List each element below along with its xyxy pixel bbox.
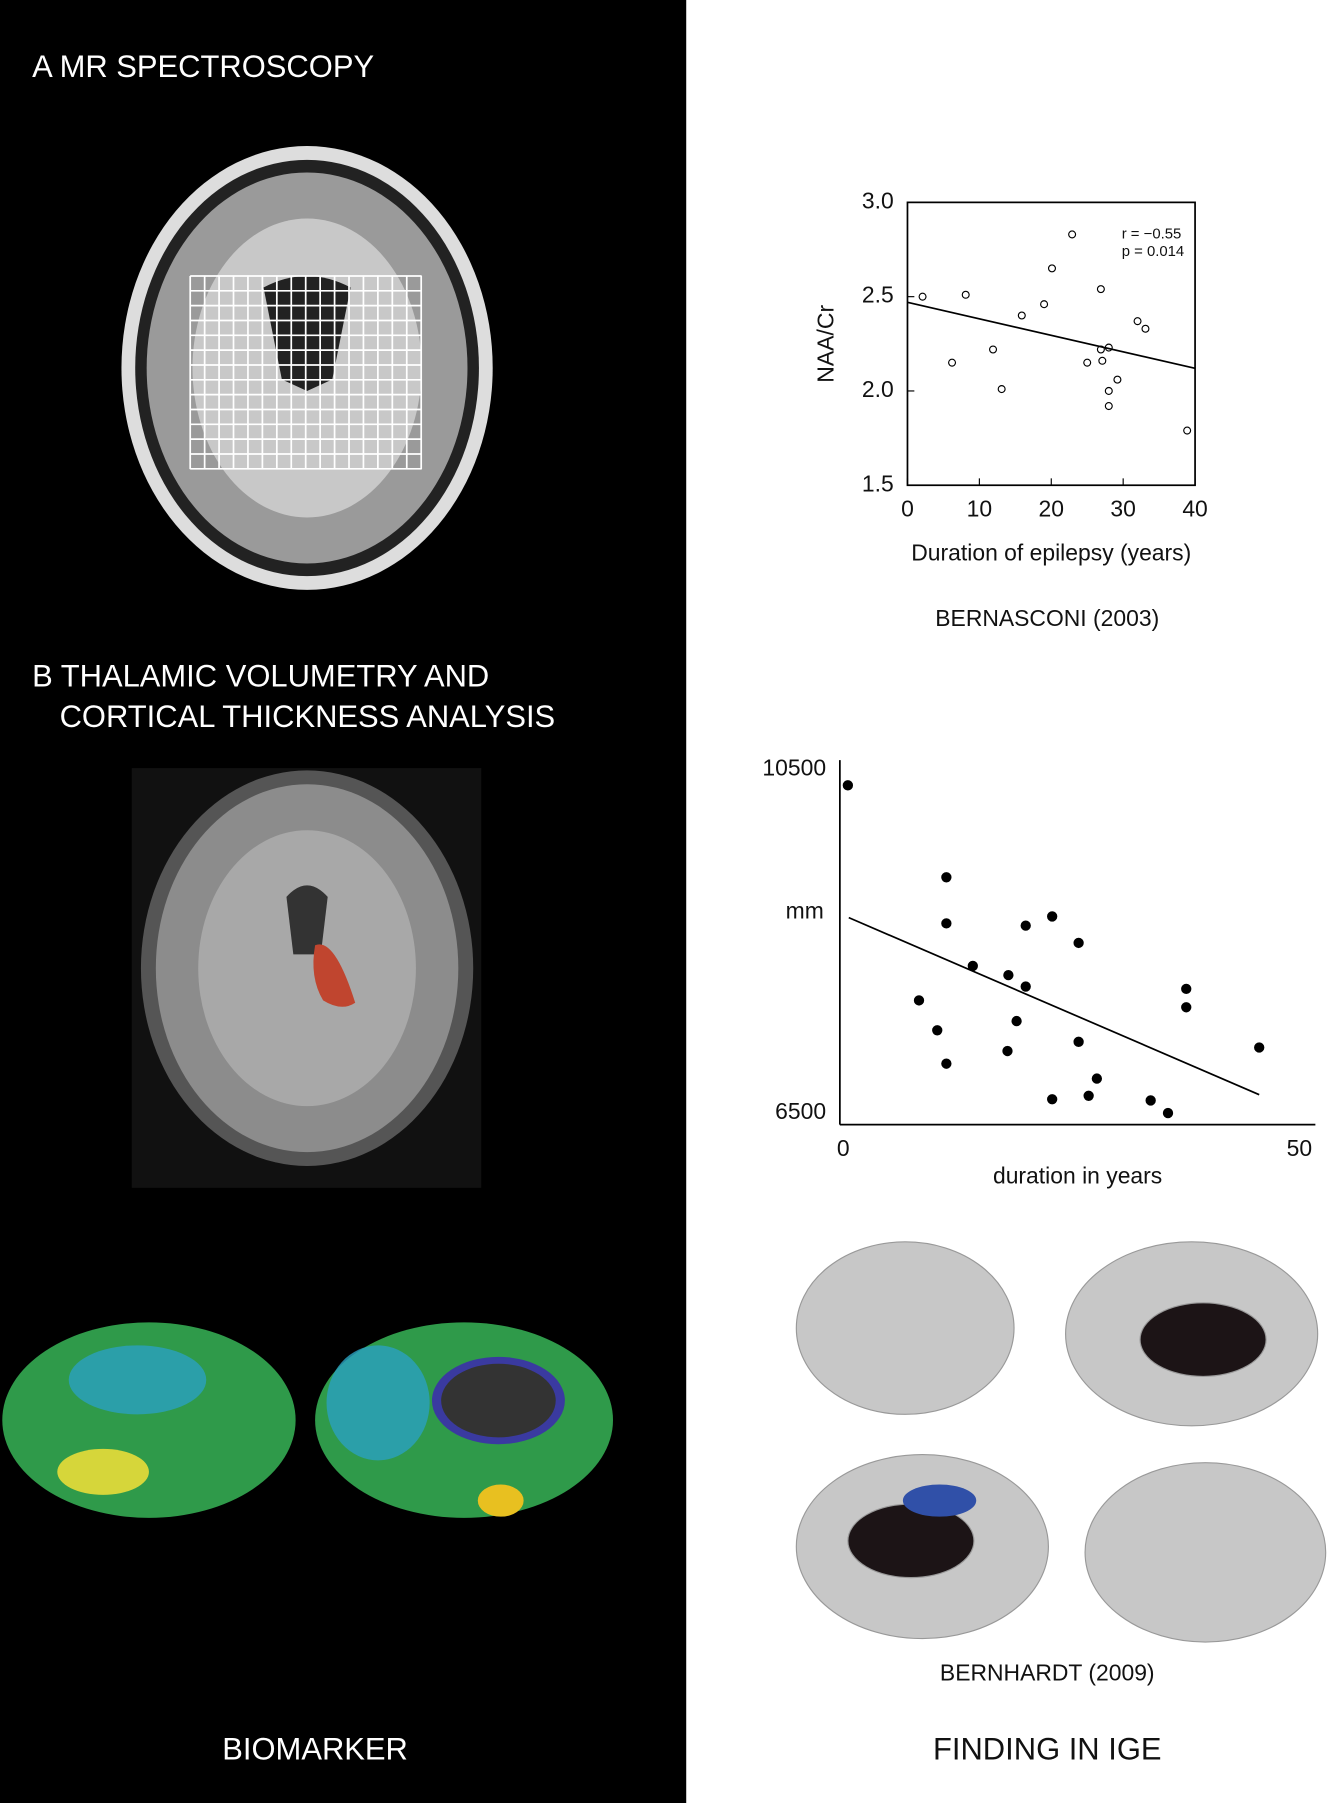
data-point — [1003, 969, 1014, 981]
data-point — [1104, 402, 1113, 411]
panel-title: A MR SPECTROSCOPY — [32, 49, 374, 84]
data-point — [1002, 1045, 1013, 1057]
x-tick-label: 20 — [1039, 496, 1064, 522]
data-point — [1040, 300, 1049, 309]
data-point — [1133, 317, 1142, 326]
data-point — [1083, 1090, 1094, 1101]
x-axis-label: Duration of epilepsy (years) — [911, 539, 1191, 565]
data-point — [1020, 981, 1031, 992]
data-point — [941, 918, 952, 929]
data-point — [941, 872, 952, 883]
data-point — [1047, 911, 1058, 922]
data-point — [941, 1058, 952, 1069]
footer: BIOMARKER — [222, 1731, 408, 1766]
data-point — [948, 358, 957, 367]
source: BERNHARDT (2009) — [940, 1659, 1155, 1685]
data-point — [842, 780, 854, 791]
y-tick-label: 1.5 — [862, 470, 894, 496]
data-point — [1181, 983, 1192, 995]
data-point — [989, 345, 998, 354]
data-point — [961, 290, 970, 299]
data-point — [1098, 356, 1107, 365]
y-axis-label: NAA/Cr — [812, 305, 838, 383]
annotation: r = −0.55 — [1122, 225, 1182, 242]
x-axis-label: duration in years — [993, 1163, 1162, 1189]
y-tick-label: 2.0 — [862, 376, 894, 402]
panel-title: CORTICAL THICKNESS ANALYSIS — [60, 699, 556, 734]
data-point — [1113, 375, 1122, 384]
footer: FINDING IN IGE — [933, 1731, 1162, 1766]
y-tick-label: 10500 — [762, 754, 826, 780]
data-point — [1141, 324, 1150, 333]
annotation: p = 0.014 — [1122, 243, 1184, 260]
data-point — [1145, 1095, 1156, 1106]
data-point — [1183, 426, 1192, 435]
data-point — [1096, 345, 1105, 354]
trend-line — [907, 301, 1196, 370]
data-point — [1104, 343, 1113, 352]
data-point — [918, 292, 927, 301]
data-point — [1181, 1002, 1192, 1013]
data-point — [1073, 937, 1084, 949]
cortex-map — [795, 1241, 1327, 1643]
data-point — [1011, 1015, 1022, 1027]
data-point — [1047, 1094, 1058, 1105]
y-tick-label: 3.0 — [862, 187, 894, 213]
y-tick-label: 6500 — [775, 1098, 826, 1124]
x-tick-label: 0 — [837, 1135, 850, 1161]
y-axis-label: mm — [786, 897, 824, 923]
data-point — [997, 385, 1006, 394]
mri-image — [121, 146, 493, 590]
data-point — [1096, 285, 1105, 294]
data-point — [1047, 264, 1056, 273]
x-tick-label: 30 — [1110, 496, 1135, 522]
cortex-map — [2, 1322, 614, 1518]
data-point — [1068, 230, 1077, 239]
panel-title: B THALAMIC VOLUMETRY AND — [32, 659, 489, 694]
x-tick-label: 50 — [1287, 1135, 1312, 1161]
data-point — [1091, 1073, 1103, 1084]
y-tick-label: 2.5 — [862, 282, 894, 308]
data-point — [1254, 1042, 1265, 1053]
x-tick-label: 0 — [901, 496, 914, 522]
mri-image — [131, 768, 482, 1188]
data-point — [1104, 386, 1113, 395]
data-point — [1017, 311, 1026, 320]
data-point — [1073, 1036, 1084, 1047]
trend-line — [848, 916, 1260, 1096]
x-tick-label: 40 — [1182, 496, 1207, 522]
data-point — [1083, 358, 1092, 367]
data-point — [1020, 920, 1031, 931]
data-point — [967, 960, 978, 972]
data-point — [932, 1025, 943, 1036]
data-point — [1162, 1107, 1174, 1119]
x-tick-label: 10 — [967, 496, 992, 522]
data-point — [913, 995, 925, 1006]
source: BERNASCONI (2003) — [935, 605, 1159, 631]
